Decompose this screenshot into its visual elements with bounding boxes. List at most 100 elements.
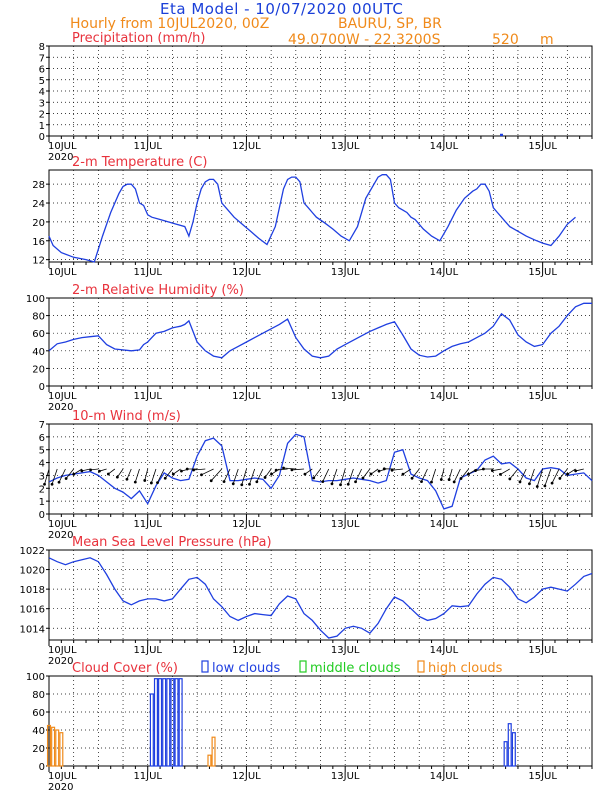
y-tick-label: 40: [32, 726, 45, 737]
wind-arrow-head: [312, 476, 316, 480]
wind-arrow-head: [339, 483, 342, 487]
wind-arrow: [559, 468, 568, 479]
y-tick-label: 1022: [20, 546, 45, 557]
x-tick-label: 13JUL: [331, 391, 360, 402]
wind-arrow-head: [377, 469, 381, 473]
x-tick-label: 10JUL: [48, 519, 77, 530]
wind-arrow: [411, 468, 420, 479]
x-tick-label: 12JUL: [232, 267, 261, 278]
wind-arrow-head: [354, 480, 357, 484]
precip-bar: [500, 133, 503, 136]
wind-arrow-head: [222, 480, 226, 483]
cloud-bar: [55, 729, 60, 767]
cloud-bar: [149, 693, 154, 767]
wind-arrow: [551, 468, 560, 484]
y-tick-label: 1020: [20, 566, 45, 577]
series-line-temp: [48, 174, 576, 263]
x-year-label: 2020: [48, 656, 73, 667]
y-tick-label: 1014: [20, 624, 45, 635]
cloud-bar: [153, 678, 158, 767]
y-tick-label: 2: [39, 110, 45, 121]
x-tick-label: 13JUL: [331, 645, 360, 656]
wind-arrow-head: [209, 479, 213, 483]
wind-arrow-head: [508, 477, 512, 481]
wind-arrow: [210, 468, 223, 481]
x-tick-label: 14JUL: [430, 519, 459, 530]
y-tick-label: 0: [39, 132, 45, 143]
wind-arrow-head: [401, 472, 405, 476]
y-tick-label: 8: [39, 42, 45, 53]
x-tick-label: 15JUL: [528, 267, 557, 278]
wind-arrow-head: [163, 476, 167, 480]
x-tick-label: 13JUL: [331, 771, 360, 782]
wind-arrow-head: [447, 478, 451, 481]
wind-arrow: [536, 468, 544, 487]
wind-arrow-head: [330, 482, 334, 486]
cloud-bar: [503, 741, 508, 767]
x-tick-label: 10JUL: [48, 267, 77, 278]
wind-arrow: [73, 468, 83, 475]
x-tick-label: 15JUL: [528, 519, 557, 530]
wind-arrow: [362, 468, 371, 479]
header-location: BAURU, SP, BR: [338, 16, 442, 32]
wind-arrow-head: [303, 472, 307, 476]
wind-arrow: [58, 468, 66, 483]
wind-arrow-head: [255, 480, 259, 484]
panel-title: 2-m Relative Humidity (%): [72, 283, 244, 298]
legend-label: low clouds: [212, 661, 281, 676]
x-tick-label: 13JUL: [331, 519, 360, 530]
cloud-bar: [166, 678, 171, 767]
legend-swatch: [417, 660, 425, 673]
wind-arrow-head: [149, 481, 153, 485]
wind-arrow-head: [80, 469, 84, 473]
x-tick-label: 11JUL: [133, 519, 162, 530]
wind-arrow-head: [143, 479, 147, 482]
legend-label: middle clouds: [310, 661, 401, 676]
wind-arrow-head: [180, 469, 183, 473]
wind-arrow: [448, 468, 453, 480]
header-title: Eta Model - 10/07/2020 00UTC: [160, 0, 404, 18]
wind-arrow-head: [528, 482, 531, 486]
panel-temp: 12 16 20 24 28 10JUL 11JUL 12JUL 13JUL 14JUL 15JUL…: [32, 155, 593, 278]
cloud-bar: [170, 678, 175, 767]
wind-arrow-head: [535, 485, 539, 488]
x-tick-label: 14JUL: [430, 267, 459, 278]
x-tick-label: 13JUL: [331, 141, 360, 152]
wind-arrow: [460, 468, 469, 479]
y-tick-label: 100: [26, 294, 45, 305]
x-tick-label: 10JUL: [48, 645, 77, 656]
x-year-label: 2020: [48, 530, 73, 541]
wind-arrow-head: [518, 480, 522, 484]
wind-arrow-head: [248, 482, 251, 486]
y-tick-label: 2: [39, 484, 45, 495]
wind-arrow: [223, 468, 231, 482]
x-tick-label: 12JUL: [232, 141, 261, 152]
x-tick-label: 10JUL: [48, 771, 77, 782]
y-tick-label: 5: [39, 76, 45, 87]
panel-title: 10-m Wind (m/s): [72, 409, 181, 424]
y-tick-label: 3: [39, 471, 45, 482]
wind-arrow: [249, 468, 256, 485]
cloud-bar: [51, 726, 56, 767]
wind-arrow: [544, 468, 552, 487]
wind-arrow: [81, 468, 91, 472]
panel-title: Cloud Cover (%): [72, 661, 178, 676]
y-tick-label: 4: [39, 459, 45, 470]
y-tick-label: 20: [32, 744, 45, 755]
x-tick-label: 10JUL: [48, 391, 77, 402]
wind-arrow-head: [459, 477, 463, 480]
wind-arrow-head: [361, 476, 365, 480]
x-tick-label: 14JUL: [430, 771, 459, 782]
wind-arrow-head: [115, 475, 119, 479]
wind-arrow-head: [420, 480, 423, 483]
wind-arrow: [157, 468, 165, 483]
cloud-bar: [178, 678, 183, 767]
x-year-label: 2020: [48, 152, 73, 163]
x-tick-label: 11JUL: [133, 267, 162, 278]
y-tick-label: 100: [26, 672, 45, 683]
panel-title: 2-m Temperature (C): [72, 155, 207, 170]
wind-arrow: [322, 468, 330, 482]
y-tick-label: 24: [32, 199, 45, 210]
cloud-bar: [158, 678, 163, 767]
